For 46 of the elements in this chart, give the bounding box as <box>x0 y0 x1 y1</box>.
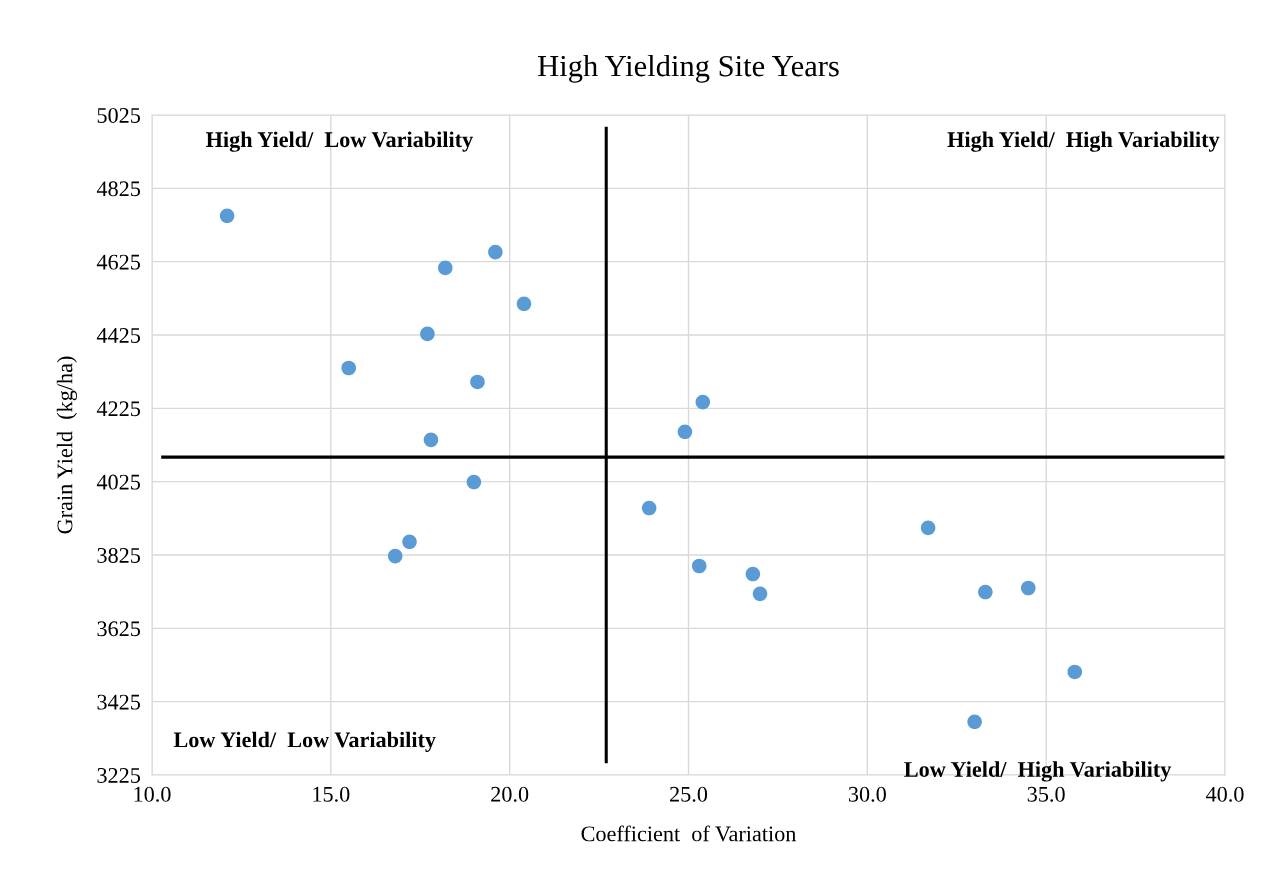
point <box>438 260 453 276</box>
x-tick-label: 10.0 <box>134 786 171 802</box>
y-tick-label: 4425 <box>96 327 141 343</box>
x-tick-label: 35.0 <box>1027 786 1065 802</box>
x-axis-title: Coefficient of Variation <box>581 825 797 842</box>
point <box>488 244 503 260</box>
y-tick-label: 4625 <box>96 254 141 270</box>
point <box>641 500 657 516</box>
point <box>466 474 482 490</box>
point <box>978 584 993 600</box>
point <box>695 394 711 410</box>
y-tick-label: 4825 <box>96 181 141 197</box>
x-tick-label: 15.0 <box>313 786 350 802</box>
y-tick-label: 3625 <box>97 621 141 637</box>
y-tick-label: 3825 <box>97 547 141 563</box>
x-tick-label: 25.0 <box>670 786 708 802</box>
y-tick-label: 4225 <box>96 401 141 417</box>
point <box>470 374 485 390</box>
point <box>219 208 235 224</box>
y-tick-label: 4025 <box>96 474 141 490</box>
point <box>691 558 707 574</box>
point <box>1021 580 1036 596</box>
point <box>516 296 532 312</box>
y-axis-title: Grain Yield (kg/ha) <box>56 356 77 534</box>
x-tick-label: 30.0 <box>848 786 886 802</box>
point <box>423 432 439 448</box>
point <box>752 586 768 602</box>
point <box>341 360 356 376</box>
point <box>677 424 693 440</box>
chart-title: High Yielding Site Years <box>538 54 839 83</box>
point <box>745 566 761 582</box>
y-tick-label: 3225 <box>97 767 141 783</box>
point <box>1067 664 1083 680</box>
annotation: Low Yield/ High Variability <box>904 761 1172 782</box>
annotation: Low Yield/ Low Variability <box>173 731 436 752</box>
point <box>967 714 982 730</box>
y-tick-label: 3425 <box>97 694 141 710</box>
annotation: High Yield/ High Variability <box>947 131 1220 152</box>
y-tick-label: 5025 <box>97 107 141 123</box>
annotation: High Yield/ Low Variability <box>206 131 473 152</box>
point <box>420 326 435 342</box>
x-tick-label: 40.0 <box>1205 786 1244 802</box>
point <box>387 548 403 564</box>
point <box>402 534 417 550</box>
x-tick-label: 20.0 <box>491 786 529 802</box>
point <box>920 520 936 536</box>
